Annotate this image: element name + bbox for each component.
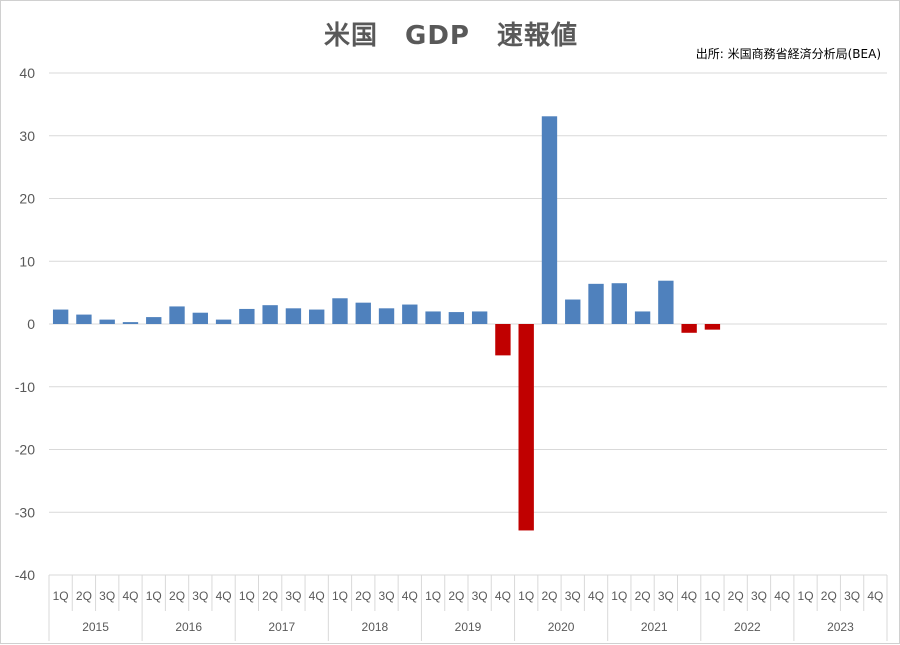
y-tick-label: -40 xyxy=(15,567,35,583)
bar xyxy=(425,311,441,324)
y-tick-label: 0 xyxy=(27,316,35,332)
x-tick-label: 1Q xyxy=(704,589,720,603)
x-tick-label: 2Q xyxy=(169,589,185,603)
y-tick-label: -10 xyxy=(15,379,35,395)
bar xyxy=(448,312,465,324)
bar xyxy=(192,312,208,324)
year-label: 2019 xyxy=(455,620,482,634)
bar xyxy=(215,319,232,324)
bar xyxy=(471,311,488,324)
bar xyxy=(169,306,185,324)
x-tick-label: 1Q xyxy=(518,589,534,603)
bar xyxy=(332,298,348,324)
bar xyxy=(52,309,69,324)
bar xyxy=(99,319,115,324)
x-tick-label: 1Q xyxy=(53,589,69,603)
x-tick-label: 4Q xyxy=(122,589,138,603)
x-tick-label: 1Q xyxy=(425,589,441,603)
x-tick-label: 2Q xyxy=(728,589,744,603)
year-label: 2016 xyxy=(175,620,202,634)
x-tick-label: 3Q xyxy=(751,589,767,603)
bar xyxy=(122,322,139,324)
bar xyxy=(518,324,534,531)
x-tick-label: 2Q xyxy=(76,589,92,603)
y-tick-label: 40 xyxy=(19,65,35,81)
year-label: 2022 xyxy=(734,620,761,634)
x-tick-label: 3Q xyxy=(658,589,674,603)
x-tick-label: 4Q xyxy=(588,589,604,603)
bar xyxy=(495,324,511,356)
x-tick-label: 1Q xyxy=(239,589,255,603)
year-label: 2023 xyxy=(827,620,854,634)
bar xyxy=(76,314,92,324)
x-tick-label: 1Q xyxy=(611,589,627,603)
x-tick-label: 2Q xyxy=(448,589,464,603)
bar xyxy=(681,324,697,333)
bar xyxy=(309,309,325,324)
x-tick-label: 3Q xyxy=(99,589,115,603)
x-tick-label: 4Q xyxy=(402,589,418,603)
x-tick-label: 4Q xyxy=(774,589,790,603)
year-label: 2021 xyxy=(641,620,668,634)
bar xyxy=(611,283,627,324)
bar xyxy=(658,280,674,324)
y-tick-label: 10 xyxy=(19,253,35,269)
bar xyxy=(262,305,278,324)
x-tick-label: 4Q xyxy=(681,589,697,603)
x-tick-label: 1Q xyxy=(798,589,814,603)
x-tick-label: 3Q xyxy=(285,589,301,603)
bar xyxy=(146,317,162,324)
x-tick-label: 3Q xyxy=(472,589,488,603)
x-tick-label: 3Q xyxy=(844,589,860,603)
x-tick-label: 4Q xyxy=(216,589,232,603)
bar xyxy=(285,308,302,324)
x-tick-label: 2Q xyxy=(541,589,557,603)
bar xyxy=(704,324,721,330)
bar xyxy=(355,302,371,324)
x-tick-label: 2Q xyxy=(821,589,837,603)
x-tick-label: 2Q xyxy=(355,589,371,603)
x-tick-label: 3Q xyxy=(565,589,581,603)
x-tick-label: 2Q xyxy=(262,589,278,603)
chart-source-note: 出所: 米国商務省経済分析局(BEA) xyxy=(695,47,881,61)
x-tick-label: 1Q xyxy=(146,589,162,603)
y-tick-label: -20 xyxy=(15,442,35,458)
year-label: 2017 xyxy=(268,620,295,634)
bar xyxy=(402,304,418,324)
bar xyxy=(588,283,604,324)
bar xyxy=(541,116,558,324)
bar xyxy=(634,311,651,324)
chart-title: 米国 GDP 速報値 xyxy=(324,21,578,51)
x-tick-label: 2Q xyxy=(635,589,651,603)
x-tick-label: 1Q xyxy=(332,589,348,603)
x-tick-label: 3Q xyxy=(192,589,208,603)
y-tick-label: 30 xyxy=(19,128,35,144)
x-tick-label: 3Q xyxy=(379,589,395,603)
y-tick-label: -30 xyxy=(15,504,35,520)
bar xyxy=(565,299,581,324)
bar xyxy=(378,308,395,324)
y-tick-label: 20 xyxy=(19,191,35,207)
x-tick-label: 4Q xyxy=(309,589,325,603)
year-label: 2018 xyxy=(362,620,389,634)
year-label: 2020 xyxy=(548,620,575,634)
year-label: 2015 xyxy=(82,620,109,634)
x-tick-label: 4Q xyxy=(867,589,883,603)
bar xyxy=(239,308,255,324)
x-tick-label: 4Q xyxy=(495,589,511,603)
